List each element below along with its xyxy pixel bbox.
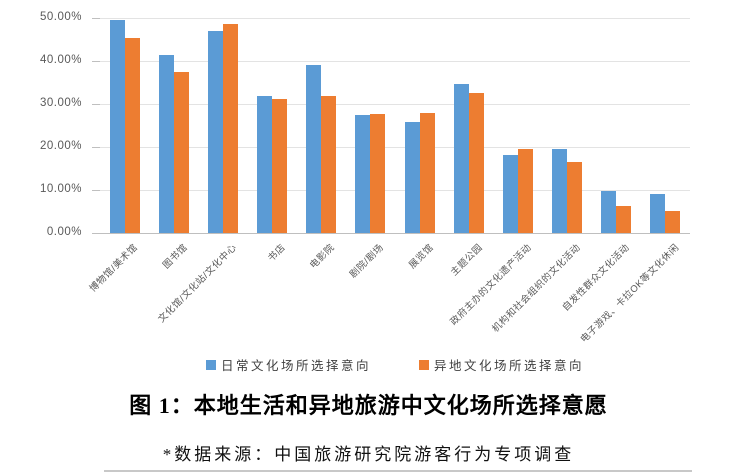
- gridline: [100, 103, 690, 105]
- x-axis-label: 电影院: [308, 242, 338, 272]
- gridline: [100, 17, 690, 19]
- figure-caption-title: 图 1：本地生活和异地旅游中文化场所选择意愿: [129, 393, 608, 418]
- bar-travel-5: [370, 114, 386, 233]
- bar-travel-4: [321, 95, 337, 233]
- y-axis-label: 30.00%: [39, 96, 82, 109]
- y-axis-tick: [92, 103, 100, 105]
- bar-daily-2: [207, 31, 223, 233]
- legend-swatch-orange-icon: [419, 359, 429, 370]
- y-axis-tick: [92, 233, 100, 234]
- legend-item-travel: 异地文化场所选择意向: [419, 355, 584, 374]
- bar-travel-6: [419, 113, 435, 233]
- bar-daily-7: [453, 83, 469, 233]
- x-axis-label: 剧院/剧场: [348, 242, 387, 281]
- x-axis-label: 主题公园: [448, 242, 485, 279]
- x-axis-line: [100, 233, 690, 234]
- bar-daily-3: [257, 95, 273, 233]
- y-axis-label: 0.00%: [46, 226, 82, 238]
- chart-legend: 日常文化场所选择意向 异地文化场所选择意向: [100, 355, 690, 374]
- gridline: [100, 189, 690, 191]
- bar-daily-4: [306, 64, 322, 233]
- bar-travel-1: [173, 71, 189, 233]
- y-axis-tick: [92, 189, 100, 191]
- x-axis-label: 机构和社会组织的文化活动: [490, 242, 583, 335]
- x-axis-label: 博物馆/美术馆: [88, 242, 141, 295]
- y-axis-label: 40.00%: [39, 53, 82, 66]
- bar-travel-2: [222, 23, 238, 233]
- y-axis-tick: [92, 146, 100, 148]
- x-axis-label: 展览馆: [406, 242, 436, 272]
- bar-travel-11: [665, 211, 681, 233]
- x-axis-label: 政府主办的文化遗产活动: [448, 242, 534, 328]
- cutoff-next-line-artifact: [104, 470, 692, 472]
- bar-travel-9: [567, 161, 583, 233]
- y-axis-tick: [92, 60, 100, 62]
- bar-daily-11: [650, 193, 666, 233]
- bar-daily-0: [109, 19, 125, 233]
- x-axis-label: 图书馆: [160, 242, 190, 272]
- bar-travel-7: [468, 93, 484, 233]
- gridline: [100, 146, 690, 148]
- x-axis-label: 书店: [266, 242, 288, 265]
- gridline: [100, 60, 690, 62]
- bar-travel-3: [272, 98, 288, 233]
- bar-daily-10: [601, 190, 617, 233]
- legend-label-travel: 异地文化场所选择意向: [434, 359, 585, 373]
- legend-swatch-blue-icon: [205, 359, 216, 370]
- y-axis-label: 50.00%: [39, 10, 82, 23]
- legend-label-daily: 日常文化场所选择意向: [220, 359, 371, 373]
- bar-chart-plot-area: 0.00% 10.00% 20.00% 30.00% 40.00% 50.00% 博物馆/美…: [39, 10, 690, 346]
- bar-travel-8: [517, 149, 533, 233]
- bar-daily-9: [552, 148, 568, 233]
- y-axis-label: 20.00%: [39, 139, 82, 152]
- bar-travel-10: [616, 205, 632, 233]
- legend-item-daily: 日常文化场所选择意向: [205, 355, 371, 374]
- x-axis-label: 电子游戏、卡拉OK等文化休闲: [578, 242, 682, 346]
- y-axis-label: 10.00%: [39, 182, 82, 195]
- bar-daily-5: [355, 114, 371, 233]
- y-axis-tick: [92, 17, 100, 19]
- bar-daily-6: [404, 122, 420, 233]
- figure-data-source: *数据来源：中国旅游研究院游客行为专项调查: [162, 445, 575, 464]
- bar-travel-0: [124, 37, 140, 233]
- bar-daily-1: [158, 54, 174, 233]
- bar-daily-8: [502, 154, 518, 233]
